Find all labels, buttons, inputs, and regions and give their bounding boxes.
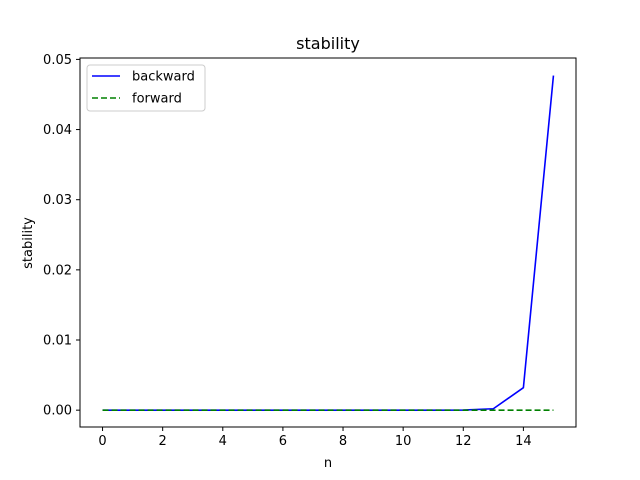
x-tick-label: 4 [219, 434, 227, 449]
x-tick-label: 10 [395, 434, 412, 449]
y-tick-label: 0.04 [43, 123, 72, 138]
axis-ticks: 0 2 4 6 8 10 12 14 0.00 0.01 0.02 0.03 0.04 0.05 [43, 53, 532, 449]
y-tick-label: 0.01 [43, 334, 72, 349]
legend: backward forward [86, 64, 206, 112]
y-tick-label: 0.03 [43, 193, 72, 208]
y-axis-label: stability [21, 217, 36, 269]
plot-area [102, 75, 555, 411]
legend-label-forward: forward [132, 92, 182, 107]
x-tick-label: 14 [515, 434, 532, 449]
x-tick-label: 12 [455, 434, 472, 449]
x-tick-label: 0 [98, 434, 106, 449]
y-tick-label: 0.00 [43, 404, 72, 419]
x-axis-label: n [324, 456, 332, 471]
x-tick-label: 8 [339, 434, 347, 449]
x-tick-label: 6 [279, 434, 287, 449]
x-tick-label: 2 [159, 434, 167, 449]
y-tick-label: 0.02 [43, 263, 72, 278]
axes-frame [79, 57, 577, 428]
y-tick-label: 0.05 [43, 53, 72, 68]
legend-label-backward: backward [132, 70, 195, 85]
chart-title: stability [296, 34, 360, 53]
